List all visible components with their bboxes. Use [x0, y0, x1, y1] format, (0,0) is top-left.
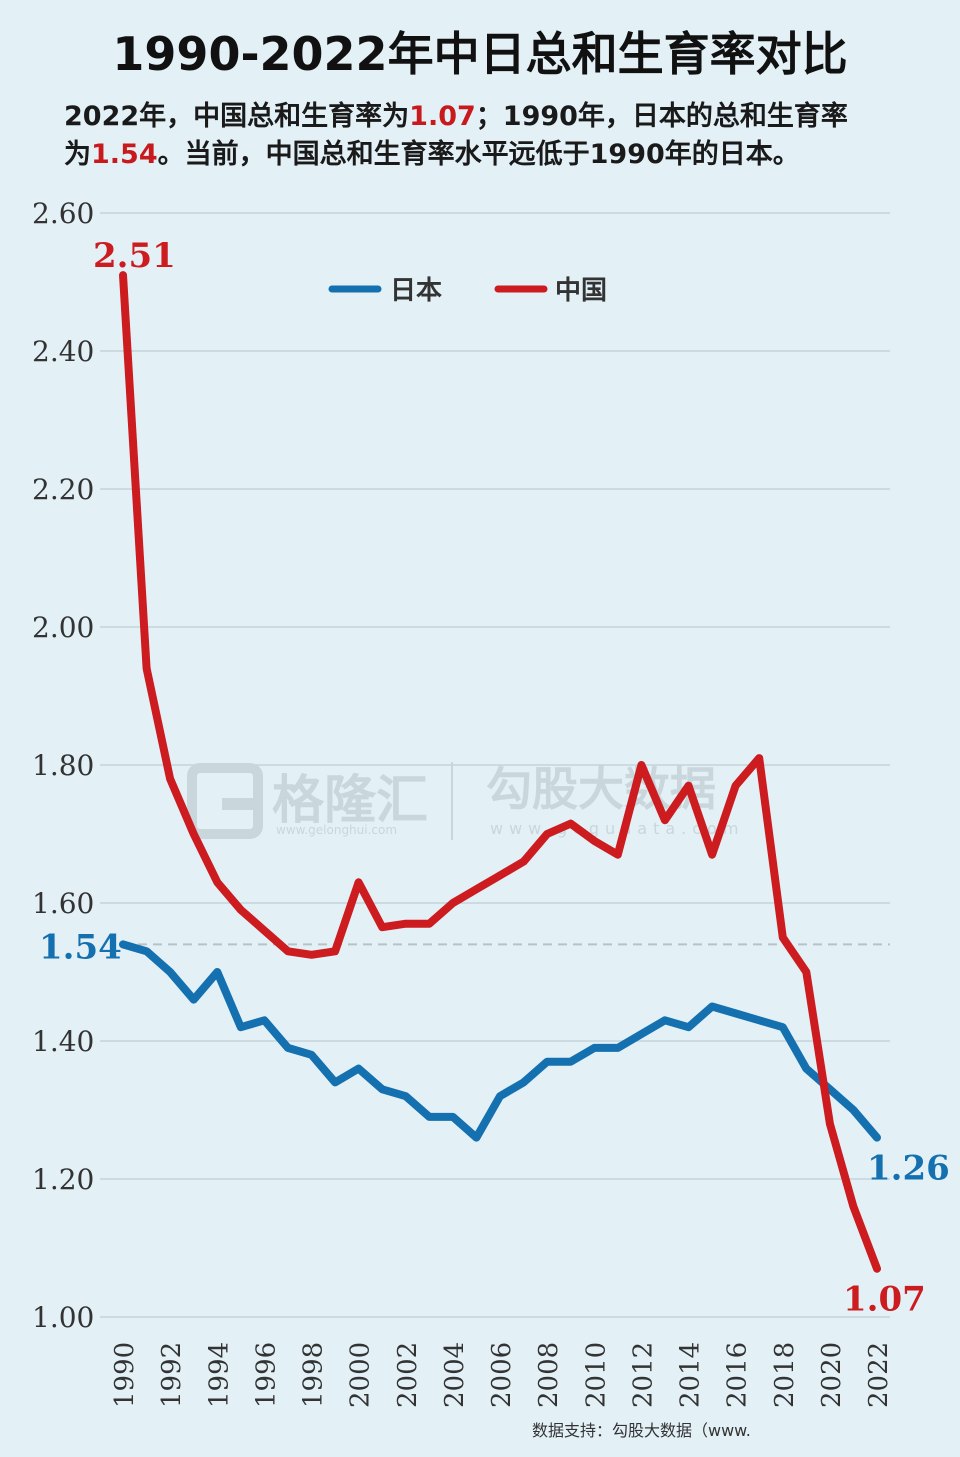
x-tick-label-1992: 1992	[157, 1342, 187, 1408]
chart-title: 1990-2022年中日总和生育率对比	[112, 27, 848, 81]
x-tick-label-2006: 2006	[487, 1342, 517, 1408]
legend: 日本 中国	[328, 276, 607, 306]
series-layer	[119, 271, 881, 1273]
x-tick-label-1998: 1998	[299, 1342, 329, 1408]
y-tick-label-1.80: 1.80	[32, 749, 94, 782]
watermark-brand-1: 格隆汇	[272, 771, 428, 831]
value-label-china-2022: 1.07	[843, 1280, 926, 1320]
x-tick-label-2000: 2000	[346, 1342, 376, 1408]
axis-layer: 1.00 1.20 1.40 1.60 1.80 2.00 2.20 2.40 2.60 1990…	[32, 197, 894, 1408]
x-tick-label-1990: 1990	[110, 1342, 140, 1408]
y-tick-label-2.40: 2.40	[32, 335, 94, 368]
subtitle-text-1a: 2022年，中国总和生育率为	[64, 101, 410, 132]
y-tick-label-1.60: 1.60	[32, 887, 94, 920]
x-tick-label-2008: 2008	[534, 1342, 564, 1408]
x-tick-label-2016: 2016	[723, 1342, 753, 1408]
legend-label-japan: 日本	[390, 276, 442, 306]
x-tick-label-2020: 2020	[817, 1342, 847, 1408]
y-tick-label-1.40: 1.40	[32, 1025, 94, 1058]
x-tick-label-2014: 2014	[676, 1342, 706, 1408]
x-tick-label-2002: 2002	[393, 1342, 423, 1408]
x-tick-label-2004: 2004	[440, 1342, 470, 1408]
legend-label-china: 中国	[555, 276, 607, 306]
subtitle-text-2a: 为	[64, 139, 91, 170]
x-tick-label-2012: 2012	[628, 1342, 658, 1408]
y-tick-label-1.20: 1.20	[32, 1163, 94, 1196]
chart-subtitle: 2022年，中国总和生育率为1.07；1990年，日本的总和生育率 为1.54。…	[64, 98, 924, 174]
subtitle-highlight-china: 1.07	[409, 101, 476, 132]
y-tick-label-1.00: 1.00	[32, 1301, 94, 1334]
gelonghui-logo-icon	[187, 763, 263, 839]
x-tick-label-1996: 1996	[251, 1342, 281, 1408]
watermark-layer: 格隆汇 www.gelonghui.com 勾股大数据 www.gogudata…	[187, 762, 738, 840]
value-label-china-1990: 2.51	[93, 236, 176, 276]
grid-layer	[100, 212, 890, 1318]
y-tick-label-2.00: 2.00	[32, 611, 94, 644]
value-label-japan-2022: 1.26	[867, 1149, 950, 1189]
x-tick-label-1994: 1994	[204, 1342, 234, 1408]
x-tick-label-2022: 2022	[864, 1342, 894, 1408]
y-tick-label-2.60: 2.60	[32, 197, 94, 230]
subtitle-text-1b: ；1990年，日本的总和生育率	[475, 101, 848, 132]
y-tick-label-2.20: 2.20	[32, 473, 94, 506]
subtitle-text-2b: 。当前，中国总和生育率水平远低于1990年的日本。	[157, 139, 800, 170]
subtitle-highlight-japan: 1.54	[91, 139, 158, 170]
x-tick-label-2010: 2010	[581, 1342, 611, 1408]
label-layer: 2.51 1.54 1.26 1.07	[39, 236, 950, 1320]
x-tick-label-2018: 2018	[770, 1342, 800, 1408]
data-source-note: 数据支持：勾股大数据（www.	[532, 1421, 751, 1440]
value-label-japan-1990: 1.54	[39, 927, 122, 967]
watermark-url-1: www.gelonghui.com	[276, 823, 397, 837]
